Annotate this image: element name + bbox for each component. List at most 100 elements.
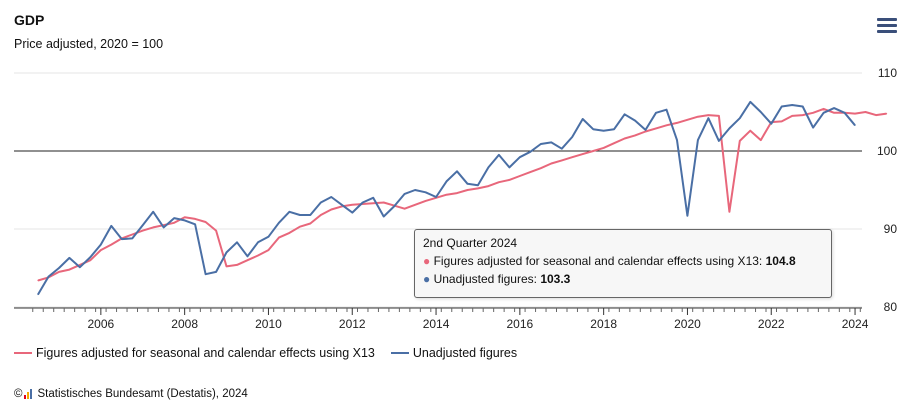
y-tick-label: 110 [878, 66, 897, 80]
unadjusted-line-point [781, 105, 783, 108]
unadjusted-line-point [383, 215, 385, 218]
unadjusted-line-point [571, 136, 573, 138]
seasonal-adjusted-line-point [644, 130, 647, 133]
seasonal-adjusted-line-point [634, 134, 636, 136]
unadjusted-line-point [739, 117, 741, 119]
seasonal-adjusted-line-point [404, 208, 406, 210]
unadjusted-line-point [142, 224, 144, 226]
unadjusted-line-point [110, 225, 112, 227]
tooltip-seasonal-value: 104.8 [765, 254, 796, 268]
unadjusted-line-point [582, 118, 584, 120]
unadjusted-line-point [372, 197, 374, 199]
seasonal-adjusted-line-point [508, 179, 510, 181]
unadjusted-line-point [351, 212, 353, 214]
unadjusted-line-point [728, 127, 731, 129]
credits-text: Statistisches Bundesamt (Destatis), 2024 [37, 388, 248, 400]
seasonal-dot-icon: ● [423, 254, 431, 268]
seasonal-adjusted-line-point [624, 137, 626, 140]
unadjusted-line-point [456, 170, 458, 172]
unadjusted-line-point [320, 201, 322, 204]
x-tick-label: 2018 [590, 317, 617, 331]
x-tick-label: 2006 [87, 317, 114, 331]
unadjusted-line-point [278, 222, 280, 224]
seasonal-adjusted-line-point [257, 254, 259, 257]
seasonal-adjusted-line-point [110, 244, 112, 246]
unadjusted-line-point [707, 117, 710, 119]
unadjusted-line-point [257, 241, 259, 243]
legend-seasonal-label: Figures adjusted for seasonal and calend… [36, 346, 375, 360]
unadjusted-line-point [414, 189, 416, 191]
seasonal-adjusted-line-point [875, 114, 877, 116]
unadjusted-line-point [225, 251, 228, 253]
unadjusted-line-point [246, 255, 249, 257]
unadjusted-line-point [603, 130, 605, 132]
seasonal-adjusted-line-point [79, 264, 81, 266]
seasonal-adjusted-line-point [320, 214, 322, 216]
seasonal-adjusted-line-point [655, 127, 657, 129]
tooltip-unadjusted-label: Unadjusted figures: [433, 272, 541, 286]
seasonal-adjusted-line-point [173, 222, 175, 224]
seasonal-adjusted-line-point [739, 140, 741, 142]
seasonal-adjusted-line-point [592, 150, 594, 152]
seasonal-adjusted-line-point [676, 122, 678, 124]
seasonal-line-icon [14, 352, 32, 354]
unadjusted-line-point [550, 141, 552, 143]
unadjusted-line-point [330, 196, 332, 198]
unadjusted-line-point [205, 273, 207, 275]
seasonal-adjusted-line-point [760, 139, 762, 141]
seasonal-adjusted-line-point [414, 204, 416, 206]
unadjusted-line-point [445, 180, 448, 182]
seasonal-adjusted-line-point [781, 120, 783, 122]
seasonal-adjusted-line-point [205, 221, 207, 223]
unadjusted-line-point [823, 112, 825, 114]
seasonal-adjusted-line-point [142, 230, 144, 232]
unadjusted-line-point [100, 244, 102, 246]
legend-item-unadjusted[interactable]: Unadjusted figures [390, 346, 518, 360]
unadjusted-line-point [508, 166, 510, 168]
unadjusted-line-point [477, 184, 479, 186]
menu-bar [877, 24, 897, 27]
unadjusted-line-point [299, 214, 301, 216]
unadjusted-line-point [655, 112, 657, 114]
seasonal-adjusted-line-point [718, 115, 720, 117]
legend-item-seasonal[interactable]: Figures adjusted for seasonal and calend… [14, 346, 375, 360]
seasonal-adjusted-line-point [477, 187, 479, 189]
unadjusted-line-point [686, 215, 689, 217]
unadjusted-line-point [37, 293, 39, 296]
unadjusted-line-point [131, 237, 133, 239]
unadjusted-line-point [540, 143, 542, 145]
unadjusted-line-point [173, 217, 175, 219]
seasonal-adjusted-line-point [864, 111, 867, 113]
unadjusted-line-point [844, 112, 846, 114]
seasonal-adjusted-line-point [288, 232, 290, 234]
menu-bar [877, 18, 897, 21]
unadjusted-line-point [58, 267, 60, 269]
seasonal-adjusted-line-point [246, 259, 249, 261]
x-tick-label: 2022 [758, 317, 785, 331]
seasonal-adjusted-line-point [665, 124, 668, 126]
seasonal-adjusted-line-point [466, 189, 469, 191]
unadjusted-line-point [697, 139, 699, 141]
unadjusted-line-point [791, 104, 793, 106]
seasonal-adjusted-line-point [707, 114, 710, 116]
seasonal-adjusted-line-point [184, 216, 186, 218]
unadjusted-line-point [184, 219, 186, 221]
legend-unadjusted-label: Unadjusted figures [412, 346, 518, 360]
seasonal-adjusted-line-point [236, 264, 238, 266]
unadjusted-line-point [634, 120, 636, 122]
unadjusted-line-point [749, 101, 751, 103]
unadjusted-line-point [47, 276, 50, 278]
x-tick-label: 2010 [255, 317, 282, 331]
tooltip-header: 2nd Quarter 2024 [423, 236, 518, 250]
unadjusted-line-point [425, 191, 427, 193]
credits: © Statistisches Bundesamt (Destatis), 20… [14, 388, 248, 400]
unadjusted-line-point [561, 148, 563, 150]
seasonal-adjusted-line-point [372, 202, 374, 204]
seasonal-adjusted-line-point [152, 226, 154, 228]
unadjusted-line-point [498, 154, 500, 156]
hamburger-menu-icon[interactable] [877, 18, 897, 36]
unadjusted-line-point [309, 214, 311, 216]
chart-title: GDP [14, 12, 45, 28]
x-tick-label: 2024 [842, 317, 869, 331]
tooltip-seasonal-label: Figures adjusted for seasonal and calend… [433, 254, 766, 268]
